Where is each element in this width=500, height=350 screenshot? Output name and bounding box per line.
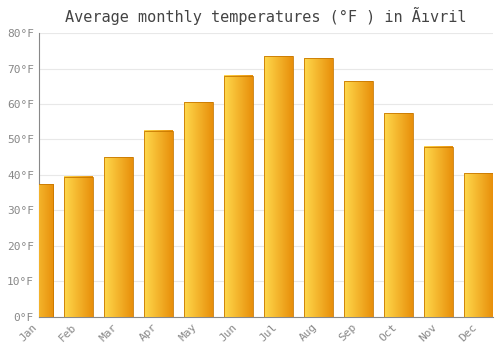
Bar xyxy=(384,113,413,317)
Bar xyxy=(464,173,493,317)
Bar xyxy=(64,177,93,317)
Bar xyxy=(24,184,53,317)
Bar xyxy=(104,157,133,317)
Bar xyxy=(144,131,173,317)
Bar xyxy=(424,147,453,317)
Title: Average monthly temperatures (°F ) in Ãıvril: Average monthly temperatures (°F ) in Ãı… xyxy=(65,7,466,25)
Bar xyxy=(184,102,213,317)
Bar xyxy=(224,76,253,317)
Bar xyxy=(304,58,333,317)
Bar xyxy=(264,56,293,317)
Bar xyxy=(344,81,373,317)
